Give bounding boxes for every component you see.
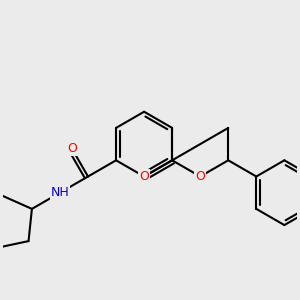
Text: O: O [139, 170, 149, 183]
Text: NH: NH [51, 186, 69, 199]
Text: O: O [195, 170, 205, 183]
Text: O: O [67, 142, 77, 155]
